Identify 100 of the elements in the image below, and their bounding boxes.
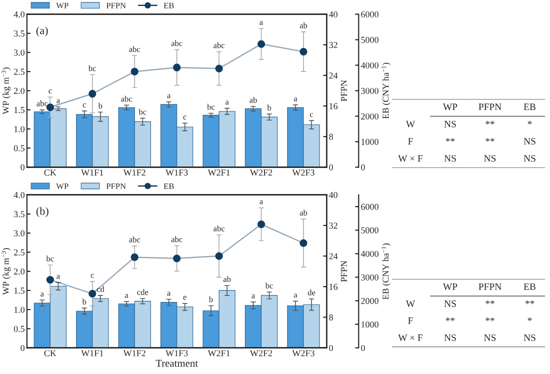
y-tick-label: 4.0 — [14, 11, 25, 18]
y2-tick-label: 8 — [329, 134, 333, 140]
data-label: a — [125, 294, 128, 298]
text: * — [528, 318, 532, 322]
data-label: de — [308, 289, 316, 296]
data-label: abc — [171, 40, 182, 46]
y-tick-label: 0 — [20, 344, 25, 352]
text: NS — [444, 155, 456, 162]
y3-tick-label: 5000 — [361, 227, 378, 234]
data-label: b — [98, 102, 102, 109]
text: ** — [486, 120, 494, 124]
x-tick-label: CK — [44, 350, 56, 356]
y3-tick-label: 4000 — [360, 250, 378, 257]
text: NS — [444, 120, 456, 128]
data-label: bc — [265, 282, 273, 288]
y3-tick-label: 0 — [361, 164, 365, 170]
y-tick-label: 0.5 — [14, 145, 25, 152]
y2-tick-label: 16 — [330, 284, 338, 290]
y2-axis-title: PFPN — [340, 80, 347, 102]
category-label: W × F — [398, 334, 423, 342]
category-label: WP — [442, 104, 458, 110]
data-label: a — [294, 97, 298, 102]
data-label: a — [252, 294, 255, 298]
category-label: EB — [524, 104, 536, 110]
x-tick-label: W2F3 — [292, 350, 314, 356]
data-label: b — [208, 296, 213, 302]
y-tick-label: 0.5 — [14, 326, 25, 332]
category-label: F — [408, 318, 413, 324]
y2-tick-label: 8 — [329, 314, 333, 320]
data-label: bc — [138, 108, 146, 115]
x-tick-label: W2F1 — [208, 350, 230, 356]
data-label: b — [82, 298, 86, 305]
x-tick-label: W2F3 — [292, 170, 314, 176]
x-tick-label: W2F2 — [250, 170, 272, 176]
category-label: PFPN — [478, 283, 502, 290]
y3-tick-label: 3000 — [361, 274, 378, 280]
y-tick-label: 3.0 — [14, 50, 25, 56]
data-label: c — [310, 112, 314, 117]
point — [300, 239, 308, 247]
y-tick-label: 1.5 — [14, 288, 25, 294]
y3-tick-label: 2000 — [361, 298, 378, 304]
x-tick-label: W2F2 — [250, 350, 272, 356]
y2-tick-label: 24 — [329, 72, 338, 79]
data-label: a — [167, 94, 171, 98]
data-label: c — [90, 274, 94, 278]
y3-tick-label: 0 — [361, 344, 365, 352]
y3-tick-label: 5000 — [361, 36, 378, 43]
y3-tick-label: 1000 — [362, 138, 378, 145]
data-label: bc — [207, 104, 215, 110]
y3-tick-label: 3000 — [361, 88, 378, 94]
y-tick-label: 2.0 — [14, 268, 25, 275]
text: NS — [524, 334, 536, 341]
point — [173, 254, 181, 262]
x-tick-label: W1F1 — [81, 350, 104, 356]
legend-label: PFPN — [106, 2, 126, 8]
category-label: W — [406, 300, 416, 308]
data-label: c — [183, 116, 186, 120]
data-label: cd — [96, 286, 104, 292]
point — [130, 68, 138, 76]
data-label: ab — [300, 210, 308, 216]
point — [88, 90, 96, 98]
data-label: a — [56, 99, 60, 104]
y-tick-label: 0 — [20, 164, 25, 170]
text: ** — [486, 138, 494, 142]
y2-tick-label: 40 — [328, 11, 338, 18]
category-label: F — [408, 138, 413, 144]
y2-tick-label: 32 — [329, 222, 338, 229]
data-label: a — [40, 292, 44, 296]
y-axis-title: WP (kg m$^{−3}$) — [2, 248, 11, 295]
y-tick-label: 2.5 — [14, 68, 25, 75]
legend-label: PFPN — [106, 183, 126, 189]
text: NS — [524, 155, 536, 162]
data-label: a — [294, 294, 298, 298]
y-tick-label: 4.0 — [14, 192, 25, 198]
point — [257, 40, 266, 48]
y3-tick-label: 4000 — [360, 62, 378, 68]
point — [215, 252, 223, 260]
y3-axis-title: EB (CNY ha$^{−1}$) — [382, 62, 391, 119]
x-tick-label: CK — [44, 170, 56, 176]
y3-tick-label: 2000 — [361, 113, 378, 120]
data-label: abc — [36, 100, 48, 106]
y2-tick-label: 0 — [329, 344, 333, 352]
x-tick-label: W1F2 — [123, 350, 146, 356]
x-tick-label: W1F3 — [166, 170, 188, 176]
text: ** — [446, 318, 455, 322]
text: NS — [484, 334, 496, 341]
y3-tick-label: 6000 — [361, 204, 378, 210]
x-tick-label: W1F1 — [81, 170, 104, 176]
data-label: a — [56, 274, 60, 279]
y2-axis-title: PFPN — [340, 260, 347, 282]
y2-tick-label: 16 — [330, 103, 338, 110]
data-label: a — [260, 20, 263, 25]
point — [300, 48, 308, 56]
legend-label: WP — [56, 183, 68, 190]
data-label: abc — [121, 96, 132, 102]
category-label: EB — [524, 283, 536, 290]
y2-tick-label: 40 — [328, 192, 338, 198]
y-tick-label: 1.0 — [14, 126, 25, 132]
x-axis-title: Treatment — [156, 360, 198, 367]
y-tick-label: 1.0 — [14, 306, 25, 313]
